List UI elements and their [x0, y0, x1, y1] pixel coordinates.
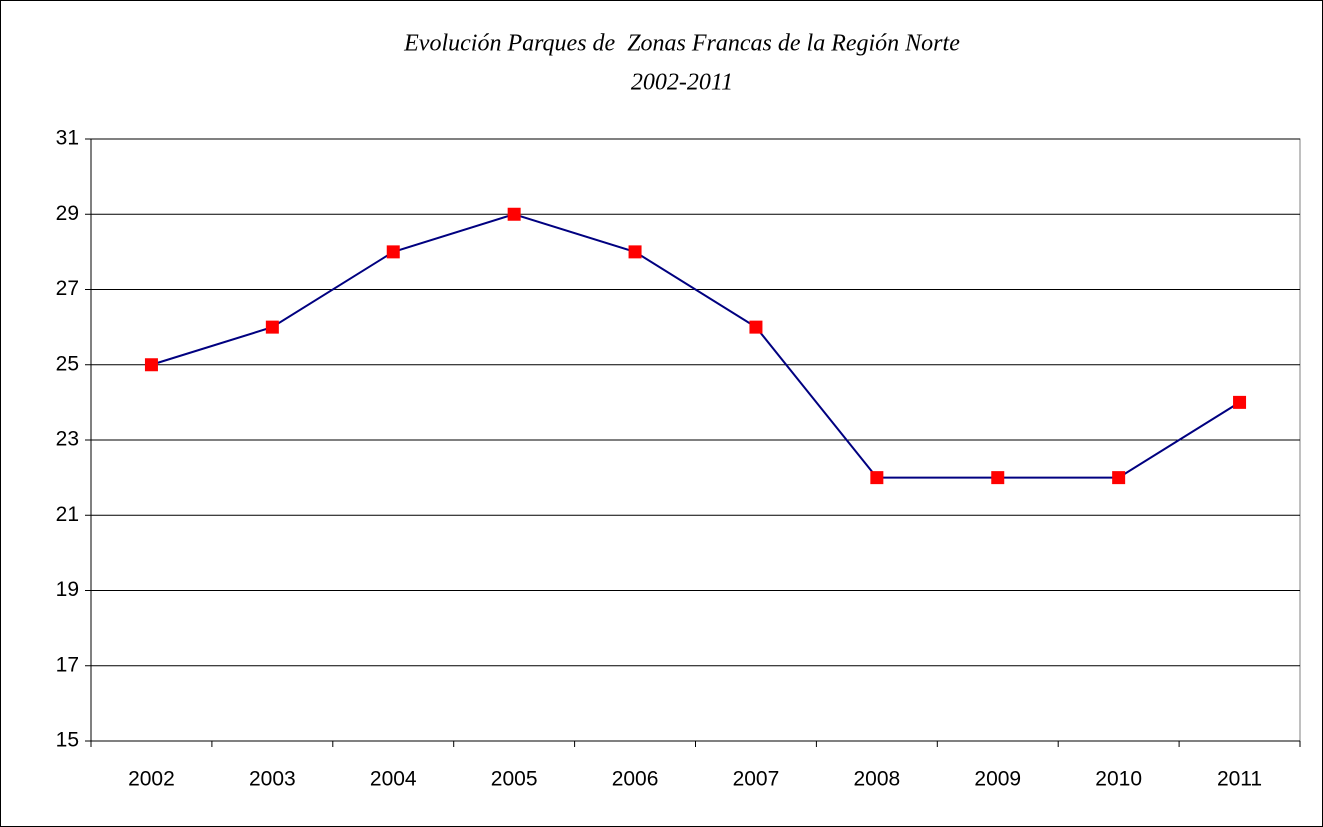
y-tick-label: 15 — [56, 729, 79, 752]
marker — [991, 471, 1005, 485]
x-tick-label: 2007 — [733, 768, 780, 791]
marker — [628, 245, 642, 259]
marker — [749, 320, 763, 334]
x-tick-label: 2009 — [974, 768, 1021, 791]
x-tick-label: 2006 — [612, 768, 659, 791]
x-tick-label: 2008 — [853, 768, 900, 791]
y-tick-label: 25 — [56, 352, 79, 375]
y-tick-label: 23 — [56, 428, 79, 451]
y-tick-label: 31 — [56, 127, 79, 150]
y-tick-label: 27 — [56, 277, 79, 300]
line — [151, 213, 1241, 479]
y-tick-label: 17 — [56, 653, 79, 676]
y-tick-label: 29 — [56, 202, 79, 225]
y-tick-label: 21 — [56, 503, 79, 526]
marker — [870, 471, 884, 485]
x-tick-label: 2005 — [491, 768, 538, 791]
x-tick-label: 2003 — [249, 768, 296, 791]
chart-title: Evolución Parques de Zonas Francas de la… — [403, 31, 960, 57]
marker — [1112, 471, 1126, 485]
x-tick-label: 2004 — [370, 768, 417, 791]
x-tick-label: 2002 — [128, 768, 175, 791]
marker — [386, 245, 400, 259]
x-tick-label: 2011 — [1217, 768, 1262, 791]
marker — [265, 320, 279, 334]
marker — [144, 358, 158, 372]
y-tick-label: 19 — [56, 578, 79, 601]
marker — [1233, 395, 1247, 409]
marker — [507, 207, 521, 221]
chart-subtitle: 2002-2011 — [631, 70, 733, 96]
x-tick-label: 2010 — [1095, 768, 1142, 791]
